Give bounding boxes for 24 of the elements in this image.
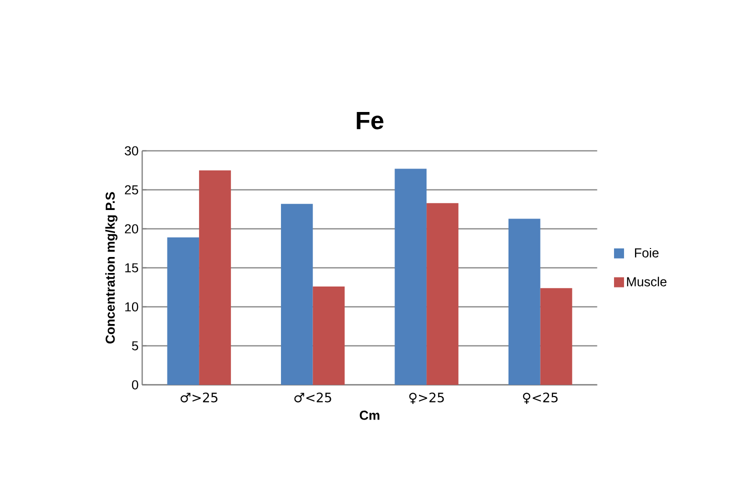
bar — [540, 288, 572, 385]
y-tick-label: 10 — [125, 302, 138, 312]
x-axis-title: Cm — [360, 410, 380, 420]
y-tick-label: 20 — [124, 224, 138, 234]
y-axis-title: Concentration mg/kg P.S — [105, 192, 118, 344]
x-tick-label: ♂>25 — [180, 392, 218, 402]
bar — [508, 218, 540, 385]
chart-title: Fe — [356, 112, 384, 130]
bar — [199, 170, 231, 385]
y-tick-label: 30 — [124, 146, 138, 156]
x-tick-label: ♀<25 — [523, 392, 558, 404]
y-tick-label: 0 — [132, 380, 138, 390]
bar — [312, 286, 345, 385]
legend-label: Foie — [635, 248, 659, 258]
x-tick-label: ♀>25 — [409, 392, 444, 404]
x-tick-label: ♂<25 — [294, 392, 332, 402]
bar — [167, 237, 200, 385]
bar — [280, 204, 313, 385]
y-tick-label: 5 — [132, 341, 138, 350]
bar — [394, 168, 427, 385]
y-tick-label: 15 — [125, 263, 138, 272]
y-tick-label: 25 — [124, 185, 138, 194]
bar — [426, 203, 458, 385]
legend-label: Muscle — [627, 276, 666, 286]
